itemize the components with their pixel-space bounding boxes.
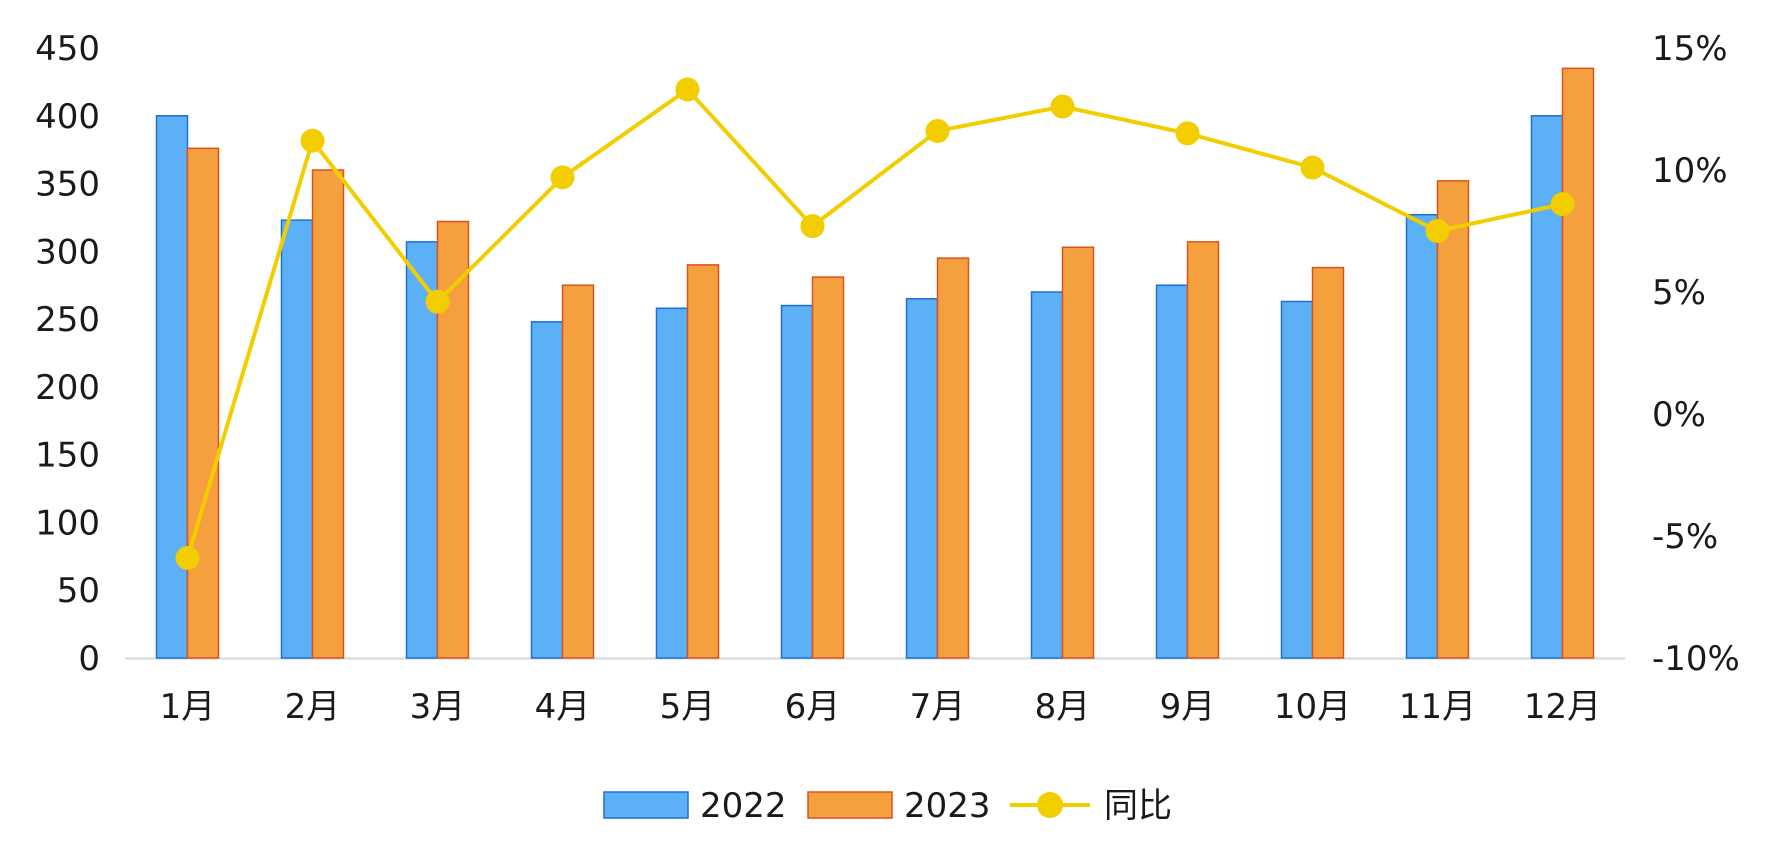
right-y-tick-label: -10%: [1652, 639, 1740, 679]
bar-2022-9: [1155, 284, 1189, 659]
x-tick-label: 7月: [910, 687, 966, 727]
yoy-point-1: [175, 545, 200, 570]
bar-2022-11: [1405, 213, 1439, 659]
bar-2023-11: [1436, 180, 1470, 659]
left-y-tick-label: 150: [35, 436, 100, 476]
left-y-tick-label: 0: [78, 639, 100, 679]
legend-label-2023: 2023: [904, 786, 991, 826]
left-y-tick-label: 300: [35, 232, 100, 272]
yoy-point-2: [300, 128, 325, 153]
yoy-point-9: [1175, 121, 1200, 146]
bar-2022-8: [1030, 291, 1064, 659]
legend-label-yoy: 同比: [1104, 786, 1172, 826]
bar-2023-5: [686, 264, 720, 659]
bar-2022-2: [280, 219, 314, 659]
yoy-point-5: [675, 77, 700, 102]
yoy-point-7: [925, 118, 950, 143]
legend-label-2022: 2022: [700, 786, 787, 826]
bar-2022-7: [905, 298, 939, 659]
left-y-tick-label: 400: [35, 97, 100, 137]
bar-2023-4: [561, 284, 595, 659]
bar-2023-10: [1311, 266, 1345, 659]
x-tick-label: 6月: [785, 687, 841, 727]
legend: 2022 2023 同比: [603, 786, 1172, 826]
left-y-tick-label: 100: [35, 503, 100, 543]
yoy-point-8: [1050, 94, 1075, 119]
left-y-tick-label: 50: [57, 571, 100, 611]
x-axis: 1月 2月 3月 4月 5月 6月 7月 8月 9月 10月 11月 12月: [125, 657, 1625, 727]
x-tick-label: 4月: [535, 687, 591, 727]
right-y-axis: -10% -5% 0% 5% 10% 15%: [1652, 29, 1740, 679]
bar-2022-10: [1280, 300, 1314, 659]
left-y-tick-label: 250: [35, 300, 100, 340]
yoy-point-3: [425, 289, 450, 314]
yoy-point-4: [550, 165, 575, 190]
yoy-point-6: [800, 214, 825, 239]
bar-2022-4: [530, 321, 564, 659]
bar-2023-1: [186, 147, 220, 659]
legend-swatch-2022: [603, 791, 689, 819]
x-tick-label: 3月: [410, 687, 466, 727]
bar-2023-6: [811, 276, 845, 659]
left-y-axis: 0 50 100 150 200 250 300 350 400 450: [35, 29, 100, 679]
x-tick-label: 11月: [1399, 687, 1476, 727]
bars-group: [155, 67, 1595, 659]
right-y-tick-label: 5%: [1652, 273, 1706, 313]
bar-2022-5: [655, 307, 689, 659]
bar-2023-9: [1186, 241, 1220, 659]
right-y-tick-label: 0%: [1652, 395, 1706, 435]
x-tick-label: 1月: [160, 687, 216, 727]
bar-2023-7: [936, 257, 970, 659]
legend-marker-yoy: [1037, 792, 1063, 818]
bar-2023-12: [1561, 67, 1595, 659]
yoy-point-12: [1550, 192, 1575, 217]
bar-2023-2: [311, 169, 345, 659]
yoy-line: [185, 87, 1563, 559]
x-tick-label: 10月: [1274, 687, 1351, 727]
legend-swatch-2023: [807, 791, 893, 819]
bar-2022-1: [155, 115, 189, 659]
right-y-tick-label: -5%: [1652, 517, 1718, 557]
x-tick-label: 12月: [1524, 687, 1601, 727]
x-tick-label: 2月: [285, 687, 341, 727]
bar-2023-8: [1061, 246, 1095, 659]
x-tick-label: 8月: [1035, 687, 1091, 727]
right-y-tick-label: 10%: [1652, 151, 1728, 191]
right-y-tick-label: 15%: [1652, 29, 1728, 69]
bar-2022-6: [780, 304, 814, 659]
x-tick-label: 5月: [660, 687, 716, 727]
yoy-point-10: [1300, 155, 1325, 180]
yoy-line-group: [175, 77, 1575, 570]
left-y-tick-label: 350: [35, 165, 100, 205]
left-y-tick-label: 200: [35, 368, 100, 408]
x-tick-label: 9月: [1160, 687, 1216, 727]
yoy-point-11: [1425, 219, 1450, 243]
left-y-tick-label: 450: [35, 29, 100, 69]
